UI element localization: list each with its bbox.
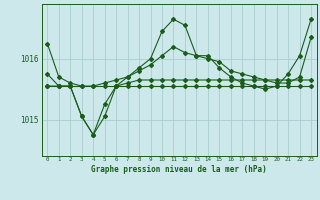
X-axis label: Graphe pression niveau de la mer (hPa): Graphe pression niveau de la mer (hPa) (91, 165, 267, 174)
